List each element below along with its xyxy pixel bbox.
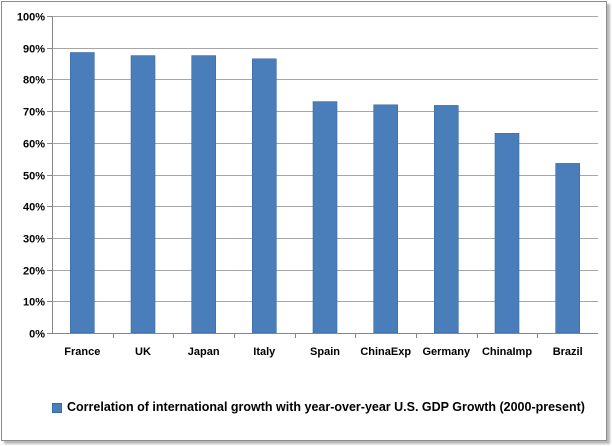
bar-france bbox=[70, 52, 95, 334]
y-tick-label: 50% bbox=[23, 171, 45, 183]
y-tick-label: 100% bbox=[17, 12, 45, 24]
bar-germany bbox=[433, 105, 459, 334]
axes bbox=[47, 16, 598, 338]
x-category-label: France bbox=[64, 346, 100, 358]
y-tick-label: 10% bbox=[23, 297, 45, 309]
y-tick-label: 90% bbox=[23, 44, 45, 56]
bar-japan bbox=[191, 55, 216, 334]
legend-label: Correlation of international growth with… bbox=[67, 400, 585, 414]
legend: Correlation of international growth with… bbox=[52, 398, 592, 416]
y-tick-label: 40% bbox=[23, 202, 45, 214]
x-category-label: Japan bbox=[188, 346, 220, 358]
y-tick-label: 80% bbox=[23, 75, 45, 87]
x-category-label: Brazil bbox=[553, 346, 583, 358]
y-axis-tick-labels: 0% 10% 20% 30% 40% 50% 60% 70% 80% 90% 100% bbox=[17, 12, 45, 341]
bar-chinaexp bbox=[373, 104, 399, 334]
legend-swatch bbox=[52, 403, 62, 413]
bar-spain bbox=[312, 101, 338, 334]
y-tick-label: 0% bbox=[29, 329, 45, 341]
bar-chinaimp bbox=[494, 133, 520, 334]
y-tick-label: 70% bbox=[23, 107, 45, 119]
y-tick-label: 30% bbox=[23, 234, 45, 246]
x-category-label: Spain bbox=[310, 346, 340, 358]
y-tick-label: 20% bbox=[23, 266, 45, 278]
y-tick-label: 60% bbox=[23, 139, 45, 151]
x-axis-category-labels: France UK Japan Italy Spain ChinaExp Germany Ch… bbox=[64, 346, 582, 358]
bar-uk bbox=[130, 55, 156, 334]
x-category-label: Italy bbox=[253, 346, 276, 358]
bar-italy bbox=[252, 58, 277, 334]
x-category-label: Germany bbox=[422, 346, 471, 358]
bar-brazil bbox=[555, 163, 581, 334]
x-category-label: ChinaExp bbox=[360, 346, 411, 358]
x-category-label: UK bbox=[135, 346, 151, 358]
x-category-label: ChinaImp bbox=[482, 346, 532, 358]
bars bbox=[70, 52, 581, 334]
